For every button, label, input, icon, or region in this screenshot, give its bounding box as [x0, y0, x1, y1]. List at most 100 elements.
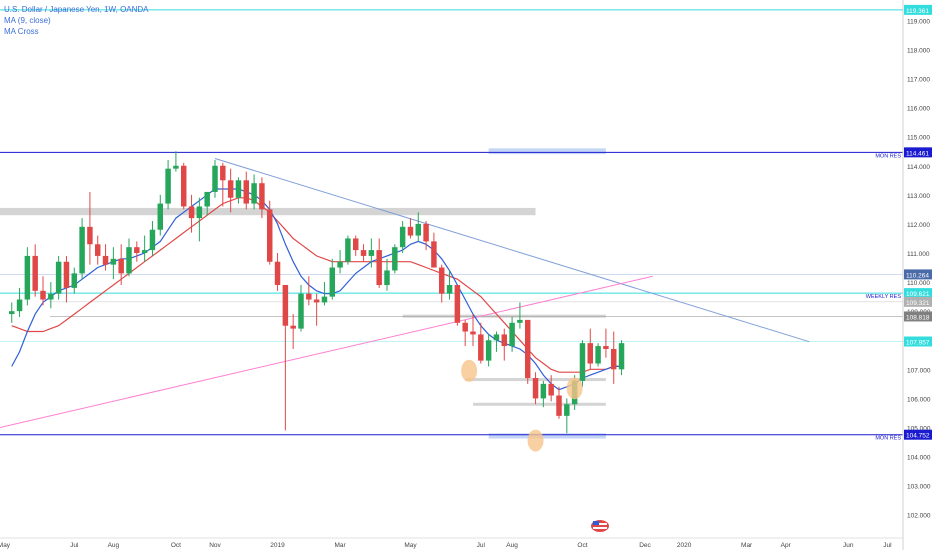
candle-body: [235, 180, 242, 198]
y-tick-label: 117.000: [907, 77, 930, 84]
candle-body: [102, 255, 109, 265]
candle: [55, 255, 62, 300]
candle: [274, 253, 281, 291]
price-badge-label: 107.957: [906, 339, 930, 346]
candle-body: [337, 261, 343, 268]
candle-body: [243, 180, 250, 204]
candle: [24, 247, 31, 306]
candle-body: [329, 267, 336, 297]
candle-body: [470, 331, 476, 335]
candle-body: [63, 261, 70, 288]
price-badge: [904, 429, 932, 440]
candle: [345, 235, 351, 265]
candle: [532, 372, 539, 405]
candle-body: [501, 334, 508, 347]
ma-cross-indicator-label[interactable]: MA Cross: [4, 27, 39, 36]
ma-indicator-label[interactable]: MA (9, close): [4, 16, 51, 25]
candle: [313, 293, 320, 326]
candle-body: [509, 322, 515, 347]
x-tick-label: Mar: [334, 542, 346, 549]
candle-body: [548, 383, 554, 396]
candle-body: [110, 258, 117, 265]
y-tick-label: 110.000: [907, 280, 930, 287]
candle-body: [71, 273, 78, 288]
candle-body: [16, 299, 23, 312]
candle-body: [157, 203, 164, 230]
candle-body: [282, 284, 289, 326]
candle-body: [368, 250, 375, 256]
candle-body: [579, 343, 586, 381]
candle-body: [173, 165, 179, 169]
candle: [227, 168, 234, 213]
y-tick-label: 106.000: [907, 396, 931, 403]
highlight-circle: [566, 377, 583, 400]
x-tick-label: Jul: [70, 542, 79, 549]
candle-body: [524, 319, 531, 379]
x-tick-label: Dec: [639, 542, 651, 549]
candle-body: [180, 165, 187, 207]
candle-body: [423, 223, 429, 242]
candle-body: [478, 334, 484, 361]
x-tick-label: Jul: [883, 542, 892, 549]
candle: [618, 340, 625, 376]
candle: [298, 284, 304, 332]
candle-body: [134, 247, 140, 254]
candle: [431, 232, 437, 268]
candle: [610, 331, 617, 384]
candle: [392, 244, 398, 274]
price-badge-label: 104.752: [906, 433, 930, 440]
candle-body: [290, 325, 296, 329]
candle: [446, 270, 453, 300]
candle-body: [399, 226, 406, 248]
candle: [587, 328, 594, 370]
candle-body: [532, 378, 539, 399]
candle-body: [79, 226, 85, 274]
candle-body: [259, 183, 265, 210]
y-tick-label: 118.000: [907, 47, 930, 54]
candle: [485, 334, 492, 367]
candle-body: [352, 238, 359, 251]
candle: [251, 174, 257, 210]
candle-body: [266, 209, 273, 262]
candle-body: [118, 258, 124, 274]
candle-body: [438, 267, 445, 294]
candle-body: [321, 296, 328, 303]
candle-body: [298, 293, 304, 329]
candle-body: [556, 395, 562, 416]
candle-body: [517, 319, 523, 323]
candle-body: [32, 255, 38, 291]
y-tick-label: 102.000: [907, 513, 931, 520]
candle-body: [55, 261, 62, 294]
y-tick-label: 114.000: [907, 164, 930, 171]
candle-body: [87, 226, 93, 245]
candle: [188, 194, 195, 233]
candle: [548, 375, 554, 402]
highlight-circle: [461, 359, 478, 382]
candle: [470, 314, 476, 347]
candle: [384, 258, 390, 291]
price-badge: [904, 288, 932, 299]
chart-legend: U.S. Dollar / Japanese Yen, 1W, OANDA MA…: [4, 4, 149, 37]
candle: [368, 238, 375, 268]
price-badge-label: 119.361: [906, 8, 929, 15]
candle: [48, 282, 54, 309]
candle: [306, 276, 312, 306]
candle: [110, 247, 117, 280]
candle-body: [384, 270, 390, 285]
candle: [407, 218, 414, 239]
candle-body: [220, 165, 226, 181]
candle: [16, 287, 23, 317]
y-tick-label: 104.000: [907, 455, 931, 462]
price-badge-label: 108.818: [906, 314, 930, 321]
symbol-title: U.S. Dollar / Japanese Yen, 1W, OANDA: [4, 5, 149, 14]
x-tick-label: 2020: [677, 542, 692, 549]
y-tick-label: 107.000: [907, 367, 931, 374]
candle: [493, 331, 500, 352]
gray-zone-105-8: [473, 402, 606, 406]
candle-body: [212, 165, 218, 192]
candle: [79, 218, 85, 280]
candle-body: [454, 284, 461, 323]
